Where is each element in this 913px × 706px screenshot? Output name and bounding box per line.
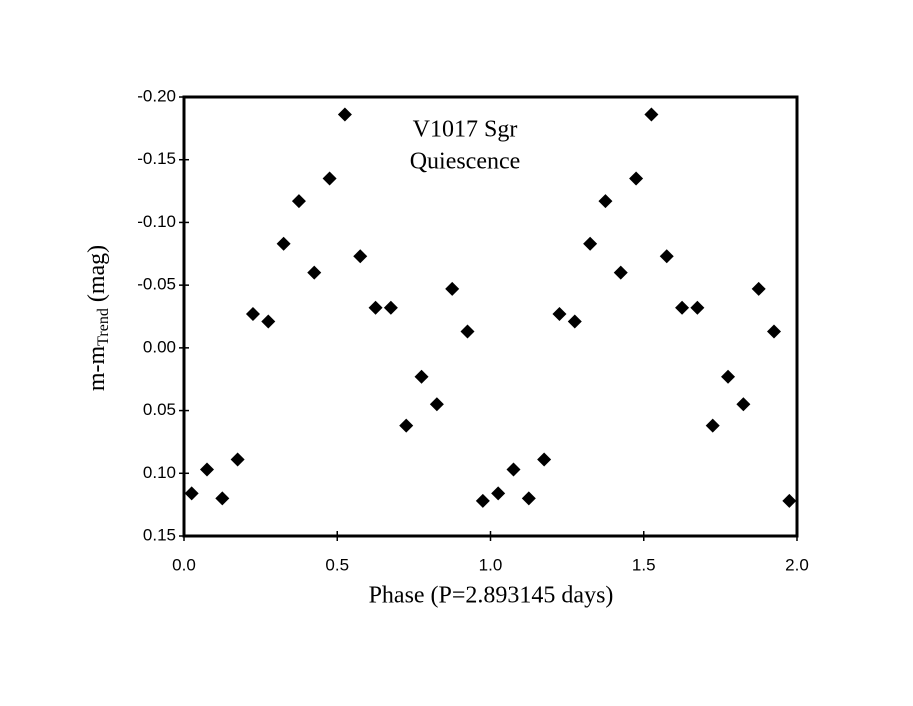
y-tick-label: 0.15 [143,525,176,544]
data-point [429,397,444,412]
y-tick-label: -0.05 [137,275,176,294]
y-tick-label: 0.05 [143,400,176,419]
data-point [705,418,720,433]
data-point [460,324,475,339]
data-point [383,300,398,315]
data-point [307,265,322,280]
data-point [751,281,766,296]
y-tick-label: -0.20 [137,86,176,105]
data-point [721,369,736,384]
data-point [368,300,383,315]
data-point [491,486,506,501]
data-point [659,249,674,264]
y-tick-label: -0.10 [137,212,176,231]
y-tick-label: -0.15 [137,149,176,168]
data-point [767,324,782,339]
data-point [215,491,230,506]
data-point [414,369,429,384]
x-tick-label: 2.0 [785,555,809,574]
data-point [291,194,306,209]
x-axis-label: Phase (P=2.893145 days) [369,583,614,609]
data-point [644,107,659,122]
data-point [445,281,460,296]
data-point [399,418,414,433]
x-tick-label: 0.5 [325,555,349,574]
y-axis-label: m-mTrend (mag) [84,245,112,391]
annotation: Quiescence [410,149,521,175]
data-point [736,397,751,412]
data-point [598,194,613,209]
data-point [353,249,368,264]
data-point [506,462,521,477]
data-point [337,107,352,122]
data-point [521,491,536,506]
x-tick-label: 1.0 [479,555,503,574]
data-point [675,300,690,315]
data-point [782,493,797,508]
data-point [199,462,214,477]
y-label-main: m-m [84,345,110,391]
y-tick-label: 0.00 [143,337,176,356]
data-point [230,452,245,467]
data-point [184,486,199,501]
data-point [613,265,628,280]
data-point [552,306,567,321]
data-point [322,171,337,186]
y-label-unit: (mag) [84,245,110,302]
annotation: V1017 Sgr [413,117,518,143]
data-point [583,236,598,251]
data-point [629,171,644,186]
data-point [245,306,260,321]
x-tick-label: 0.0 [172,555,196,574]
data-point [276,236,291,251]
x-tick-label: 1.5 [632,555,656,574]
y-label-sub: Trend [95,308,112,346]
data-point [475,493,490,508]
data-point [261,314,276,329]
data-point [567,314,582,329]
data-point [537,452,552,467]
y-tick-label: 0.10 [143,463,176,482]
data-point [690,300,705,315]
